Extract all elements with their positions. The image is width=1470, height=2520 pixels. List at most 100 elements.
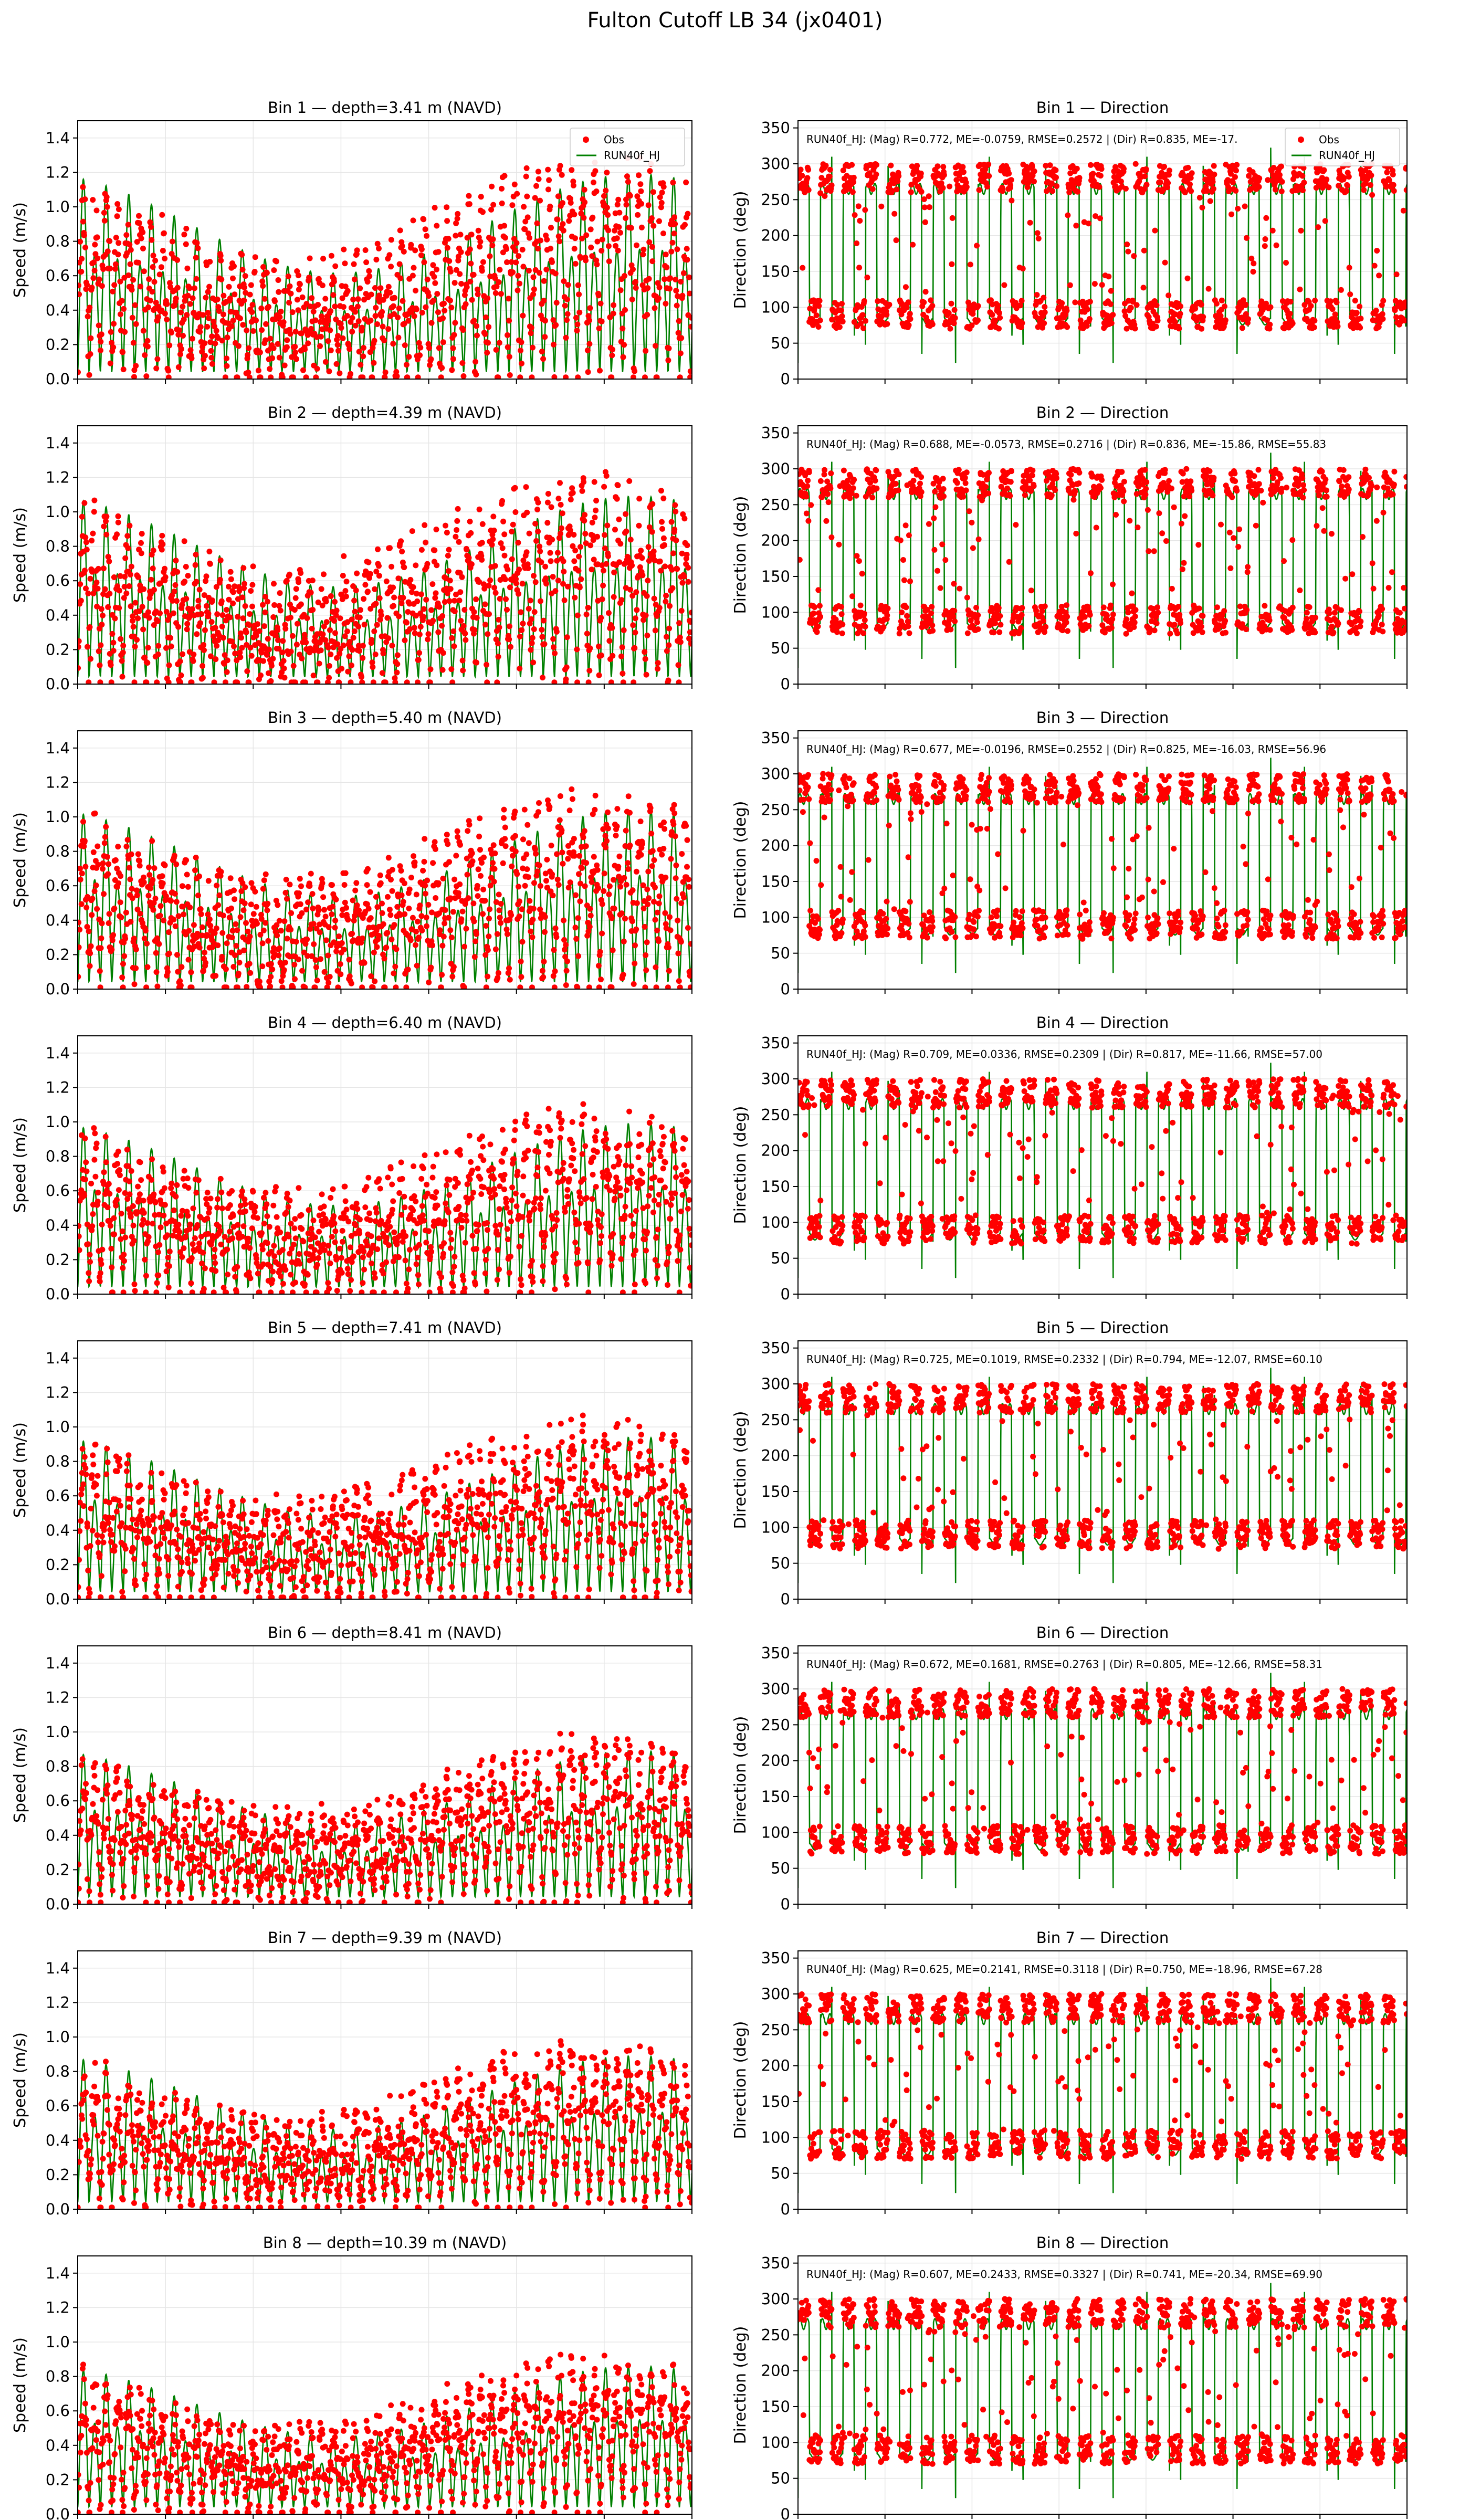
obs-point	[471, 609, 477, 615]
obs-point	[349, 329, 355, 335]
obs-point	[214, 296, 220, 302]
obs-point	[671, 214, 678, 220]
obs-point	[276, 646, 282, 652]
obs-point	[123, 590, 130, 596]
obs-point	[82, 864, 89, 870]
obs-point	[483, 314, 489, 320]
obs-point	[332, 630, 338, 636]
obs-point	[1008, 177, 1014, 183]
y-tick-label: 1.4	[46, 434, 70, 452]
obs-point	[1206, 468, 1213, 474]
obs-point	[271, 581, 277, 587]
obs-point	[662, 563, 668, 570]
obs-point	[404, 620, 410, 626]
obs-point	[940, 164, 947, 170]
obs-point	[382, 679, 388, 684]
obs-point	[341, 246, 347, 253]
obs-point	[1093, 213, 1098, 219]
obs-point	[658, 568, 664, 574]
obs-point	[1031, 483, 1037, 489]
obs-point	[237, 630, 244, 636]
plot-area	[78, 786, 692, 989]
obs-point	[685, 579, 691, 585]
obs-point	[261, 296, 268, 302]
obs-point	[963, 184, 970, 190]
obs-point	[626, 478, 633, 484]
obs-point	[93, 207, 100, 214]
obs-point	[1099, 622, 1106, 628]
obs-point	[428, 356, 434, 362]
obs-point	[275, 277, 281, 283]
obs-point	[165, 374, 172, 379]
obs-point	[453, 591, 459, 597]
obs-point	[454, 518, 460, 524]
obs-point	[130, 277, 136, 283]
obs-point	[328, 652, 334, 657]
obs-point	[638, 201, 645, 207]
panel-title: Bin 1 — depth=3.41 m (NAVD)	[268, 99, 502, 117]
model-series-line	[78, 173, 692, 374]
obs-point	[305, 340, 311, 346]
obs-point	[277, 607, 284, 614]
obs-point	[344, 288, 351, 294]
obs-point	[406, 601, 413, 607]
obs-point	[178, 672, 184, 678]
obs-point	[315, 599, 321, 605]
obs-point	[1232, 478, 1238, 484]
obs-point	[817, 478, 824, 484]
obs-point	[648, 215, 655, 222]
obs-point	[287, 614, 293, 621]
obs-point	[153, 299, 159, 306]
obs-point	[224, 334, 230, 341]
obs-point	[312, 317, 319, 323]
obs-point	[587, 226, 594, 233]
obs-point	[361, 596, 367, 602]
obs-point	[1223, 629, 1228, 636]
obs-point	[145, 609, 151, 615]
obs-point	[94, 234, 100, 240]
obs-point	[922, 289, 929, 295]
obs-point	[930, 480, 937, 487]
obs-point	[136, 213, 142, 219]
obs-point	[970, 311, 976, 317]
obs-point	[127, 522, 133, 529]
obs-point	[390, 584, 396, 591]
obs-point	[530, 659, 537, 666]
obs-point	[805, 477, 811, 484]
obs-point	[349, 315, 355, 321]
obs-point	[1328, 531, 1335, 537]
obs-point	[1048, 180, 1055, 186]
obs-point	[1369, 192, 1376, 198]
obs-point	[452, 608, 458, 614]
obs-point	[540, 356, 547, 362]
obs-point	[898, 311, 905, 318]
obs-point	[1031, 168, 1037, 174]
obs-point	[804, 483, 811, 489]
obs-point	[563, 664, 570, 670]
obs-point	[1184, 275, 1191, 281]
obs-point	[537, 197, 543, 204]
obs-point	[851, 319, 857, 325]
obs-point	[509, 529, 515, 534]
obs-point	[180, 303, 186, 310]
obs-point	[1169, 585, 1175, 592]
obs-point	[587, 542, 594, 549]
obs-point	[1082, 614, 1088, 620]
obs-point	[1226, 529, 1233, 536]
obs-point	[1124, 326, 1130, 332]
obs-point	[107, 265, 113, 271]
plot-area	[78, 469, 692, 684]
obs-point	[638, 224, 645, 230]
obs-point	[548, 504, 554, 510]
obs-point	[358, 607, 363, 613]
obs-point	[1203, 473, 1210, 479]
obs-point	[646, 524, 653, 530]
obs-point	[573, 314, 579, 321]
obs-point	[678, 279, 684, 285]
obs-point	[78, 282, 81, 289]
obs-point	[97, 679, 103, 684]
obs-point	[271, 602, 278, 608]
axes-frame	[77, 425, 692, 685]
obs-point	[603, 561, 610, 567]
